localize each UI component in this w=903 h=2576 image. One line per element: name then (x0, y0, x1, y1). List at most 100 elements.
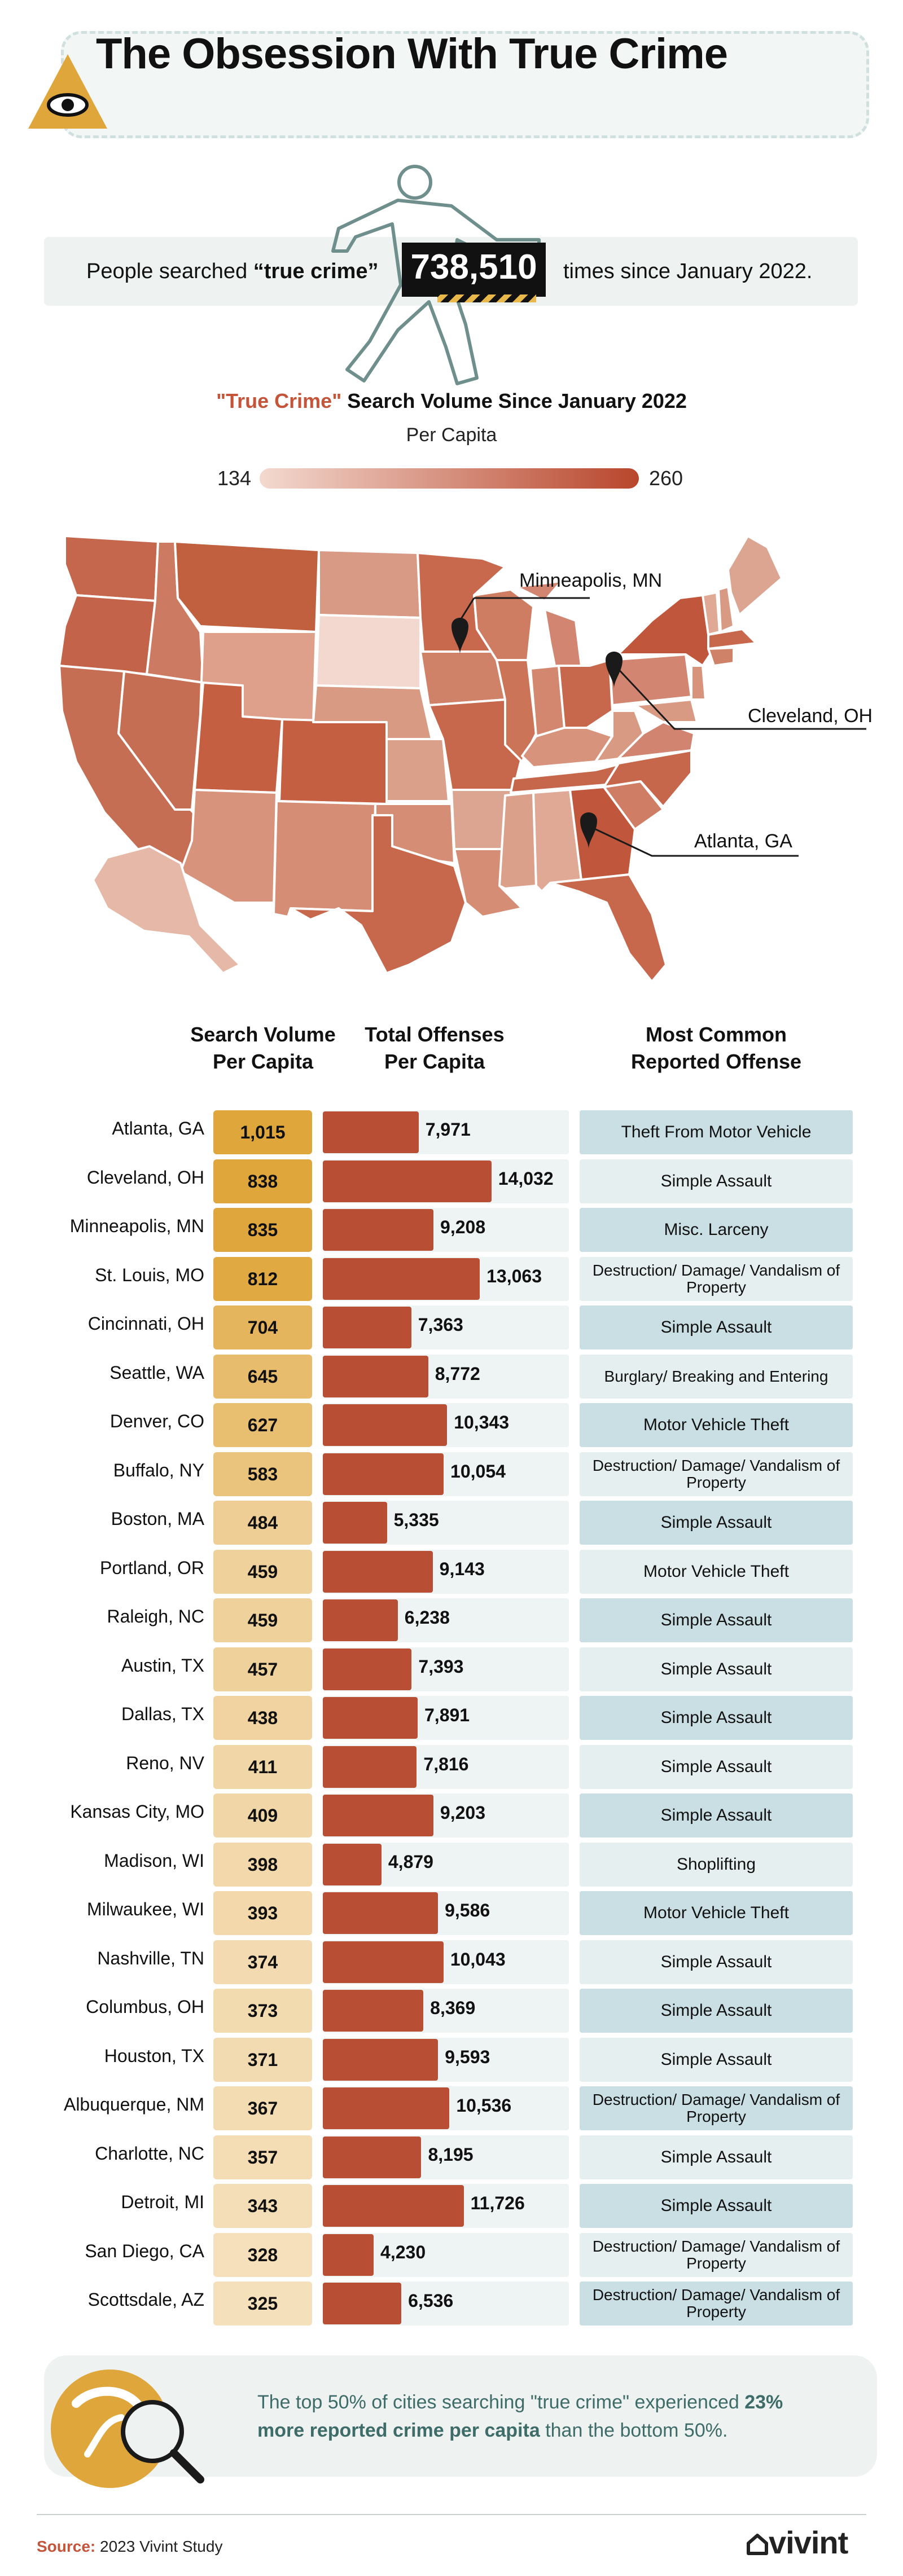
source-text: 2023 Vivint Study (95, 2538, 223, 2555)
offense-value-label: 7,971 (425, 1119, 471, 1140)
search-volume-cell: 583 (213, 1452, 312, 1496)
state-nv (117, 670, 204, 811)
search-volume-cell: 325 (213, 2282, 312, 2326)
state-fl (549, 873, 667, 982)
common-offense-cell: Motor Vehicle Theft (580, 1891, 853, 1935)
offense-value-label: 7,816 (423, 1753, 469, 1774)
header-search-volume-line2: Per Capita (212, 1050, 314, 1073)
state-ia (419, 650, 506, 706)
header-search-volume: Search Volume Per Capita (183, 1021, 343, 1075)
table-row: Columbus, OH 373 8,369 Simple Assault (0, 1986, 903, 2036)
city-label: Atlanta, GA (112, 1118, 204, 1138)
offense-value-label: 7,393 (418, 1656, 464, 1677)
map-title-accent: "True Crime" (216, 389, 342, 412)
table-row: Scottsdale, AZ 325 6,536 Destruction/ Damag… (0, 2279, 903, 2328)
city-label: Reno, NV (126, 1752, 204, 1773)
search-volume-cell: 838 (213, 1159, 312, 1203)
common-offense-cell: Simple Assault (580, 1940, 853, 1984)
state-ma (707, 628, 757, 650)
offense-bar (323, 2234, 374, 2276)
header-total-offenses: Total Offenses Per Capita (350, 1021, 519, 1075)
search-volume-cell: 457 (213, 1647, 312, 1691)
offense-bar (323, 1990, 424, 2032)
offense-bar (323, 1258, 480, 1300)
city-label: Seattle, WA (109, 1362, 204, 1383)
search-count-value: 738,510 (402, 243, 546, 297)
common-offense-cell: Simple Assault (580, 1305, 853, 1349)
search-volume-cell: 459 (213, 1549, 312, 1594)
common-offense-cell: Destruction/ Damage/ Vandalism of Proper… (580, 2282, 853, 2326)
common-offense-cell: Simple Assault (580, 1744, 853, 1789)
offense-bar (323, 2087, 450, 2129)
vivint-logo: vivint (746, 2524, 848, 2561)
offense-value-label: 6,536 (408, 2291, 454, 2311)
search-volume-cell: 627 (213, 1403, 312, 1447)
state-nc (603, 749, 692, 808)
common-offense-cell: Burglary/ Breaking and Entering (580, 1354, 853, 1399)
header-total-offenses-line2: Per Capita (384, 1050, 485, 1073)
search-volume-cell: 438 (213, 1696, 312, 1740)
city-label: Detroit, MI (121, 2192, 204, 2212)
city-label: Kansas City, MO (70, 1801, 204, 1822)
state-me (727, 535, 783, 616)
search-volume-cell: 835 (213, 1208, 312, 1252)
common-offense-cell: Simple Assault (580, 1159, 853, 1203)
common-offense-cell: Simple Assault (580, 2184, 853, 2228)
offense-value-label: 7,363 (418, 1315, 463, 1335)
caution-tape (437, 294, 536, 302)
common-offense-cell: Simple Assault (580, 1793, 853, 1838)
state-wa (64, 535, 159, 602)
state-tx (290, 814, 467, 974)
home-icon (746, 2526, 769, 2555)
common-offense-cell: Destruction/ Damage/ Vandalism of Proper… (580, 2086, 853, 2130)
state-ks (385, 738, 450, 802)
city-label: Austin, TX (121, 1655, 204, 1676)
header-total-offenses-line1: Total Offenses (365, 1023, 505, 1046)
offense-bar (323, 2136, 422, 2178)
offense-bar (323, 1550, 433, 1593)
offense-value-label: 9,143 (439, 1558, 485, 1579)
search-volume-cell: 411 (213, 1744, 312, 1789)
city-label: Cleveland, OH (86, 1167, 204, 1188)
brand-name: vivint (769, 2525, 848, 2560)
offense-value-label: 10,054 (450, 1461, 506, 1482)
common-offense-cell: Theft From Motor Vehicle (580, 1110, 853, 1154)
city-label: Albuquerque, NM (63, 2094, 204, 2115)
common-offense-cell: Simple Assault (580, 2037, 853, 2082)
city-label: Buffalo, NY (113, 1460, 204, 1480)
common-offense-cell: Simple Assault (580, 1647, 853, 1691)
common-offense-cell: Destruction/ Damage/ Vandalism of Proper… (580, 1256, 853, 1301)
search-volume-cell: 373 (213, 1989, 312, 2033)
pin-atlanta (580, 812, 799, 857)
city-label: Cincinnati, OH (87, 1313, 204, 1334)
city-table: Atlanta, GA 1,015 7,971 Theft From Motor Ve… (0, 1108, 903, 2328)
search-volume-cell: 484 (213, 1501, 312, 1545)
table-row: Denver, CO 627 10,343 Motor Vehicle Theft (0, 1401, 903, 1450)
state-ky (521, 727, 613, 768)
city-label: Raleigh, NC (107, 1606, 204, 1627)
state-md (634, 698, 698, 723)
us-choropleth-map: Minneapolis, MN Cleveland, OH Atlanta, G… (58, 535, 873, 982)
search-volume-cell: 398 (213, 1842, 312, 1887)
magnifier-fingerprint-icon (51, 2370, 204, 2488)
offense-bar (323, 1843, 382, 1885)
table-row: Buffalo, NY 583 10,054 Destruction/ Damage/… (0, 1450, 903, 1499)
search-volume-cell: 367 (213, 2086, 312, 2130)
state-co (278, 718, 388, 805)
search-volume-cell: 393 (213, 1891, 312, 1935)
pin-cleveland (606, 652, 866, 730)
city-label: San Diego, CA (85, 2240, 204, 2261)
city-label: Scottsdale, AZ (87, 2289, 204, 2310)
state-ga (569, 786, 636, 881)
search-volume-cell: 328 (213, 2232, 312, 2277)
pin-minneapolis (451, 597, 590, 654)
offense-bar (323, 1160, 492, 1202)
offense-bar (323, 1111, 419, 1153)
offense-bar (323, 2038, 439, 2081)
header-common-offense-line2: Reported Offense (630, 1050, 802, 1073)
table-row: Seattle, WA 645 8,772 Burglary/ Breaking an… (0, 1352, 903, 1401)
city-label: Madison, WI (104, 1850, 204, 1871)
table-row: San Diego, CA 328 4,230 Destruction/ Damage… (0, 2231, 903, 2280)
search-count-suffix: times since January 2022. (563, 260, 813, 283)
state-va (617, 721, 695, 760)
